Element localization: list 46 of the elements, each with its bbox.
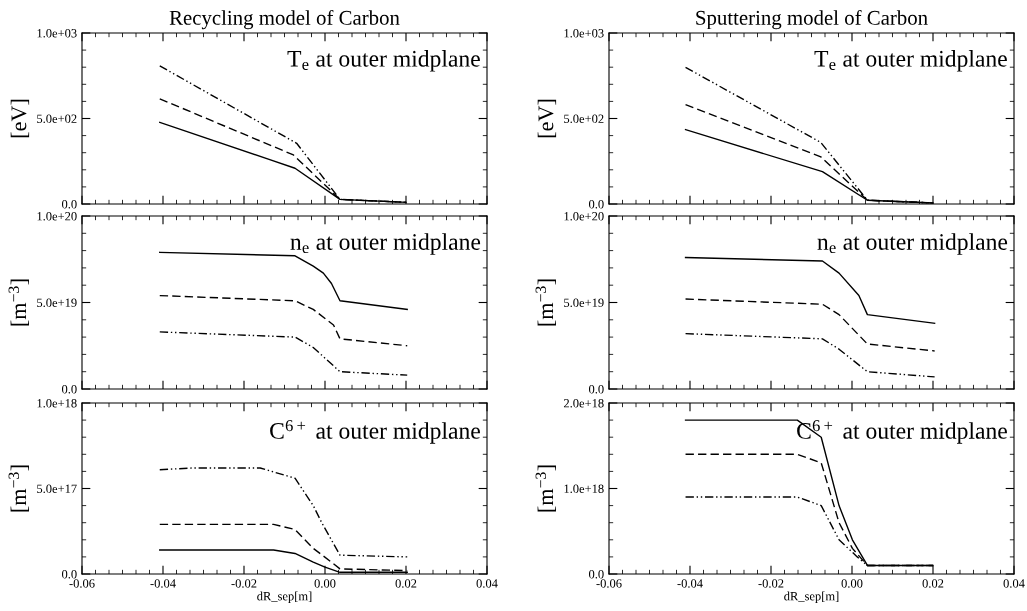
- x-axis-title: dR_sep[m]: [257, 591, 312, 603]
- y-axis-title: [m$^{−3}$]: [8, 465, 29, 512]
- y-tick-label: 1.0e+20: [564, 212, 604, 221]
- y-tick-label: 5.0e+02: [564, 114, 604, 124]
- annotation: T$_{e}$ at outer midplane: [287, 50, 480, 72]
- chart-title: Recycling model of Carbon: [169, 10, 400, 30]
- annotation: n$_{e}$ at outer midplane: [290, 233, 481, 255]
- y-axis-title: [eV]: [10, 99, 30, 138]
- y-axis-title: [m$^{−3}$]: [535, 279, 556, 326]
- y-tick-label: 1.0e+20: [37, 212, 77, 221]
- y-tick-label: 0.0: [588, 570, 604, 579]
- y-tick-label: 0.0: [61, 385, 77, 394]
- x-tick-label: 0.02: [395, 579, 417, 588]
- x-tick-label: 0.02: [922, 579, 944, 588]
- y-tick-label: 5.0e+19: [37, 298, 77, 308]
- x-tick-label: 0.04: [1003, 579, 1025, 588]
- chart-title: Sputtering model of Carbon: [696, 10, 928, 30]
- y-tick-label: 1.0e+18: [37, 399, 77, 408]
- x-tick-label: 0.00: [841, 579, 863, 588]
- y-axis-title: [eV]: [537, 99, 557, 138]
- y-tick-label: 1.0e+03: [564, 29, 604, 38]
- x-tick-label: -0.02: [231, 579, 257, 588]
- y-tick-label: 0.0: [61, 200, 77, 209]
- annotation: C$^{6+}$ at outer midplane: [797, 420, 1007, 444]
- y-tick-label: 2.0e+18: [563, 399, 604, 408]
- y-tick-label: 0.0: [588, 385, 604, 394]
- y-tick-label: 5.0e+17: [37, 484, 77, 494]
- y-tick-label: 1.0e+18: [564, 484, 604, 494]
- annotation: T$_{e}$ at outer midplane: [814, 50, 1007, 72]
- x-tick-label: -0.02: [758, 579, 784, 588]
- x-tick-label: -0.06: [69, 579, 95, 588]
- annotation: C$^{6+}$ at outer midplane: [270, 420, 480, 444]
- y-tick-label: 0.0: [588, 200, 604, 209]
- x-axis-title: dR_sep[m]: [784, 591, 839, 603]
- x-tick-label: 0.00: [314, 579, 336, 588]
- y-tick-label: 0.0: [61, 570, 77, 579]
- x-tick-label: -0.04: [677, 579, 703, 588]
- x-tick-label: -0.06: [596, 579, 622, 588]
- y-axis-title: [m$^{−3}$]: [535, 465, 556, 512]
- annotation: n$_{e}$ at outer midplane: [817, 233, 1008, 255]
- x-tick-label: -0.04: [150, 579, 176, 588]
- y-tick-label: 5.0e+02: [37, 114, 77, 124]
- x-tick-label: 0.04: [476, 579, 498, 588]
- y-tick-label: 1.0e+03: [37, 29, 77, 38]
- y-tick-label: 5.0e+19: [564, 298, 604, 308]
- y-axis-title: [m$^{−3}$]: [8, 279, 29, 326]
